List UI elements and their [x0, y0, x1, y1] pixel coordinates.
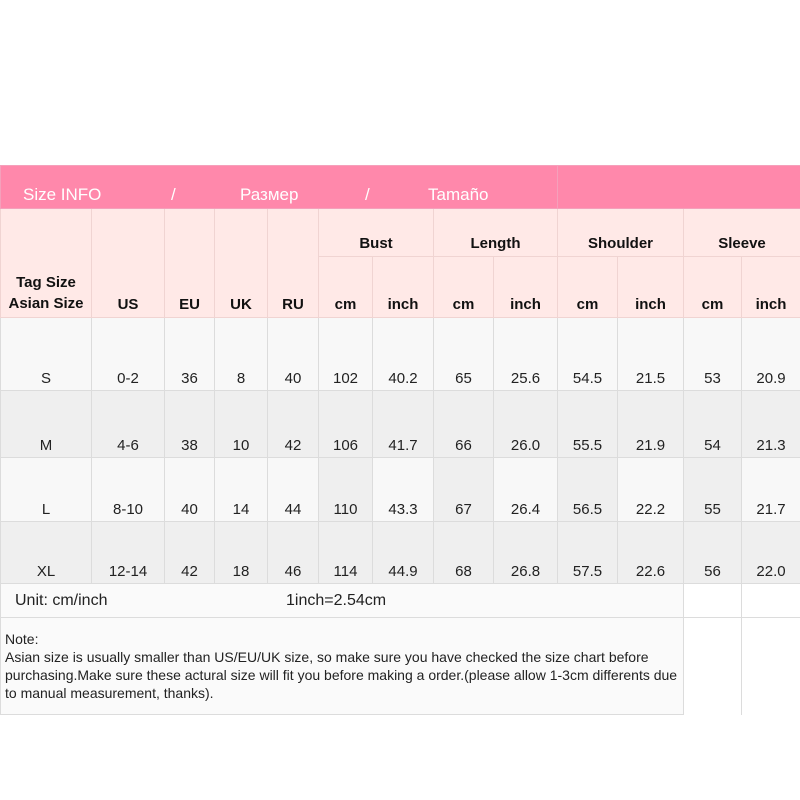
header-eu: EU — [164, 208, 215, 318]
blank-cell — [741, 583, 800, 618]
title-blank — [557, 165, 800, 209]
size-cell: XL — [0, 521, 92, 584]
value-cell: 8 — [214, 317, 268, 391]
header-bust: Bust — [318, 208, 434, 257]
note-text: Asian size is usually smaller than US/EU… — [5, 649, 678, 701]
value-cell: 21.5 — [617, 317, 685, 391]
header-unit-cm: cm — [557, 256, 619, 318]
size-info-title: Size INFO / Размер / Tamaño — [0, 165, 559, 209]
title-ru: Размер — [240, 185, 299, 204]
value-cell: 10 — [214, 390, 268, 458]
size-cell: L — [0, 457, 92, 522]
value-cell: 66 — [433, 390, 494, 458]
title-row: Size INFO / Размер / Tamaño — [0, 165, 800, 209]
title-sep: / — [171, 185, 176, 204]
blank-cell — [741, 617, 800, 715]
value-cell: 56.5 — [557, 457, 619, 522]
header-unit-inch: inch — [492, 256, 559, 318]
value-cell: 114 — [318, 521, 373, 584]
value-cell: 8-10 — [91, 457, 165, 522]
value-cell: 38 — [164, 390, 215, 458]
value-cell: 36 — [164, 317, 215, 391]
header-ru: RU — [267, 208, 319, 318]
value-cell: 44.9 — [372, 521, 434, 584]
header-unit-cm: cm — [433, 256, 494, 318]
value-cell: 26.8 — [492, 521, 559, 584]
blank-cell — [683, 617, 743, 715]
header-unit-cm: cm — [683, 256, 743, 318]
unit-cell: Unit: cm/inch 1inch=2.54cm — [0, 583, 685, 618]
value-cell: 55.5 — [557, 390, 619, 458]
value-cell: 41.7 — [372, 390, 434, 458]
value-cell: 20.9 — [741, 317, 800, 391]
value-cell: 110 — [318, 457, 373, 522]
value-cell: 54 — [683, 390, 743, 458]
header-us: US — [91, 208, 165, 318]
value-cell: 102 — [318, 317, 373, 391]
note-title: Note: — [5, 631, 39, 647]
table-row: L 8-10 40 14 44 110 43.3 67 26.4 56.5 22.2 55 21.7 — [0, 457, 800, 522]
value-cell: 106 — [318, 390, 373, 458]
value-cell: 22.2 — [617, 457, 685, 522]
value-cell: 44 — [267, 457, 319, 522]
value-cell: 57.5 — [557, 521, 619, 584]
value-cell: 42 — [267, 390, 319, 458]
header-uk: UK — [214, 208, 268, 318]
header-row-groups: Tag Size Asian Size US EU UK RU Bust Leng… — [0, 208, 800, 318]
header-unit-cm: cm — [318, 256, 373, 318]
header-row-units: cm inch cm inch cm inch cm inch — [1, 256, 800, 318]
header-tag-size: Tag Size Asian Size — [0, 208, 92, 318]
header-unit-inch: inch — [617, 256, 685, 318]
value-cell: 40.2 — [372, 317, 434, 391]
value-cell: 21.3 — [741, 390, 800, 458]
value-cell: 26.4 — [492, 457, 559, 522]
value-cell: 42 — [164, 521, 215, 584]
title-sep: / — [365, 185, 370, 204]
value-cell: 54.5 — [557, 317, 619, 391]
value-cell: 55 — [683, 457, 743, 522]
value-cell: 46 — [267, 521, 319, 584]
value-cell: 68 — [433, 521, 494, 584]
value-cell: 22.0 — [741, 521, 800, 584]
table-row: XL 12-14 42 18 46 114 44.9 68 26.8 57.5 22.6 56 22.0 — [0, 521, 800, 584]
note-cell: Note: Asian size is usually smaller than… — [0, 617, 685, 715]
size-cell: M — [0, 390, 92, 458]
header-shoulder: Shoulder — [557, 208, 685, 257]
note-row: Note: Asian size is usually smaller than… — [0, 617, 800, 715]
unit-label: Unit: cm/inch — [15, 592, 108, 609]
value-cell: 40 — [164, 457, 215, 522]
value-cell: 26.0 — [492, 390, 559, 458]
title-en: Size INFO — [23, 185, 102, 204]
table-row: M 4-6 38 10 42 106 41.7 66 26.0 55.5 21.9 54 21.3 — [0, 390, 800, 458]
value-cell: 22.6 — [617, 521, 685, 584]
value-cell: 4-6 — [91, 390, 165, 458]
header-sleeve: Sleeve — [683, 208, 800, 257]
value-cell: 67 — [433, 457, 494, 522]
unit-conversion: 1inch=2.54cm — [286, 592, 387, 609]
value-cell: 14 — [214, 457, 268, 522]
value-cell: 18 — [214, 521, 268, 584]
header-unit-inch: inch — [372, 256, 434, 318]
value-cell: 40 — [267, 317, 319, 391]
value-cell: 65 — [433, 317, 494, 391]
header-length: Length — [432, 208, 559, 257]
blank-cell — [683, 583, 743, 618]
unit-row: Unit: cm/inch 1inch=2.54cm — [0, 583, 800, 618]
value-cell: 43.3 — [372, 457, 434, 522]
size-cell: S — [0, 317, 92, 391]
table-row: S 0-2 36 8 40 102 40.2 65 25.6 54.5 21.5 53 20.9 — [0, 317, 800, 391]
value-cell: 21.9 — [617, 390, 685, 458]
size-chart-table: Size INFO / Размер / Tamaño Tag Size Asia… — [0, 165, 800, 715]
header-unit-inch: inch — [741, 256, 800, 318]
value-cell: 56 — [683, 521, 743, 584]
value-cell: 53 — [683, 317, 743, 391]
title-es: Tamaño — [428, 185, 489, 204]
value-cell: 25.6 — [492, 317, 559, 391]
value-cell: 21.7 — [741, 457, 800, 522]
value-cell: 0-2 — [91, 317, 165, 391]
value-cell: 12-14 — [91, 521, 165, 584]
